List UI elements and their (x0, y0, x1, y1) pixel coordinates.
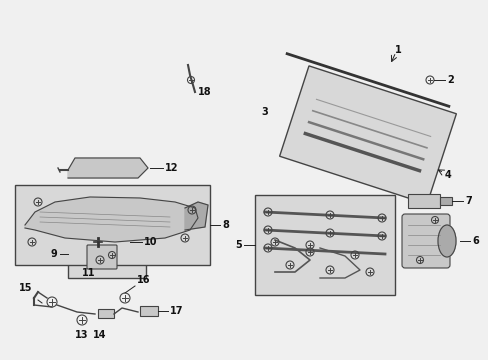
Text: 6: 6 (471, 236, 478, 246)
Polygon shape (68, 158, 148, 178)
Text: 9: 9 (50, 249, 57, 259)
Bar (279, 66, 455, 204)
Text: 2: 2 (446, 75, 453, 85)
Text: 11: 11 (82, 268, 95, 278)
Bar (68, 230, 146, 278)
Text: 15: 15 (19, 283, 32, 293)
Text: 13: 13 (75, 330, 88, 340)
Ellipse shape (437, 225, 455, 257)
Text: 7: 7 (464, 196, 471, 206)
Text: 16: 16 (137, 275, 150, 285)
Bar (98, 309, 114, 318)
Text: 14: 14 (93, 330, 106, 340)
Polygon shape (25, 197, 198, 242)
Text: 4: 4 (444, 170, 451, 180)
FancyBboxPatch shape (401, 214, 449, 268)
Text: 8: 8 (222, 220, 228, 230)
Bar (254, 195, 394, 295)
Text: 5: 5 (235, 240, 242, 250)
Polygon shape (184, 202, 207, 230)
Text: 3: 3 (261, 107, 267, 117)
FancyBboxPatch shape (87, 245, 117, 269)
Text: 1: 1 (394, 45, 401, 55)
Text: 17: 17 (170, 306, 183, 316)
Text: 10: 10 (143, 237, 157, 247)
Bar (439, 197, 451, 205)
Text: 12: 12 (164, 163, 178, 173)
Bar (15, 185, 209, 265)
Bar (140, 306, 158, 316)
Text: 18: 18 (198, 87, 211, 97)
Bar (407, 194, 439, 208)
